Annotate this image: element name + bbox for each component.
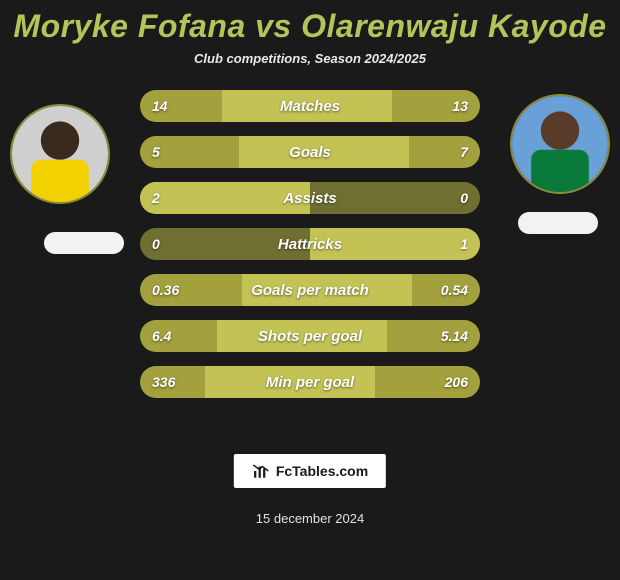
subtitle: Club competitions, Season 2024/2025 [0,51,620,66]
watermark: FcTables.com [234,454,386,488]
player-right-avatar [510,94,610,194]
stat-row: Hattricks01 [140,228,480,260]
stat-row: Matches1413 [140,90,480,122]
player-right-illustration [512,96,608,192]
stat-rows: Matches1413 Goals57 Assists20 Hattricks01 Go… [140,90,480,412]
stat-row: Min per goal336206 [140,366,480,398]
player-left-illustration [12,106,108,202]
page-title: Moryke Fofana vs Olarenwaju Kayode [0,0,620,45]
stat-row: Goals per match0.360.54 [140,274,480,306]
stat-row: Assists20 [140,182,480,214]
comparison-area: Matches1413Goals57Assists20Hattricks01Go… [0,100,620,420]
player-left-team-badge [44,232,124,254]
stat-row: Goals57 [140,136,480,168]
stat-row: Shots per goal6.45.14 [140,320,480,352]
player-right-team-badge [518,212,598,234]
chart-icon [252,462,270,480]
player-left-avatar [10,104,110,204]
watermark-text: FcTables.com [276,463,368,479]
footer-date: 15 december 2024 [0,511,620,526]
